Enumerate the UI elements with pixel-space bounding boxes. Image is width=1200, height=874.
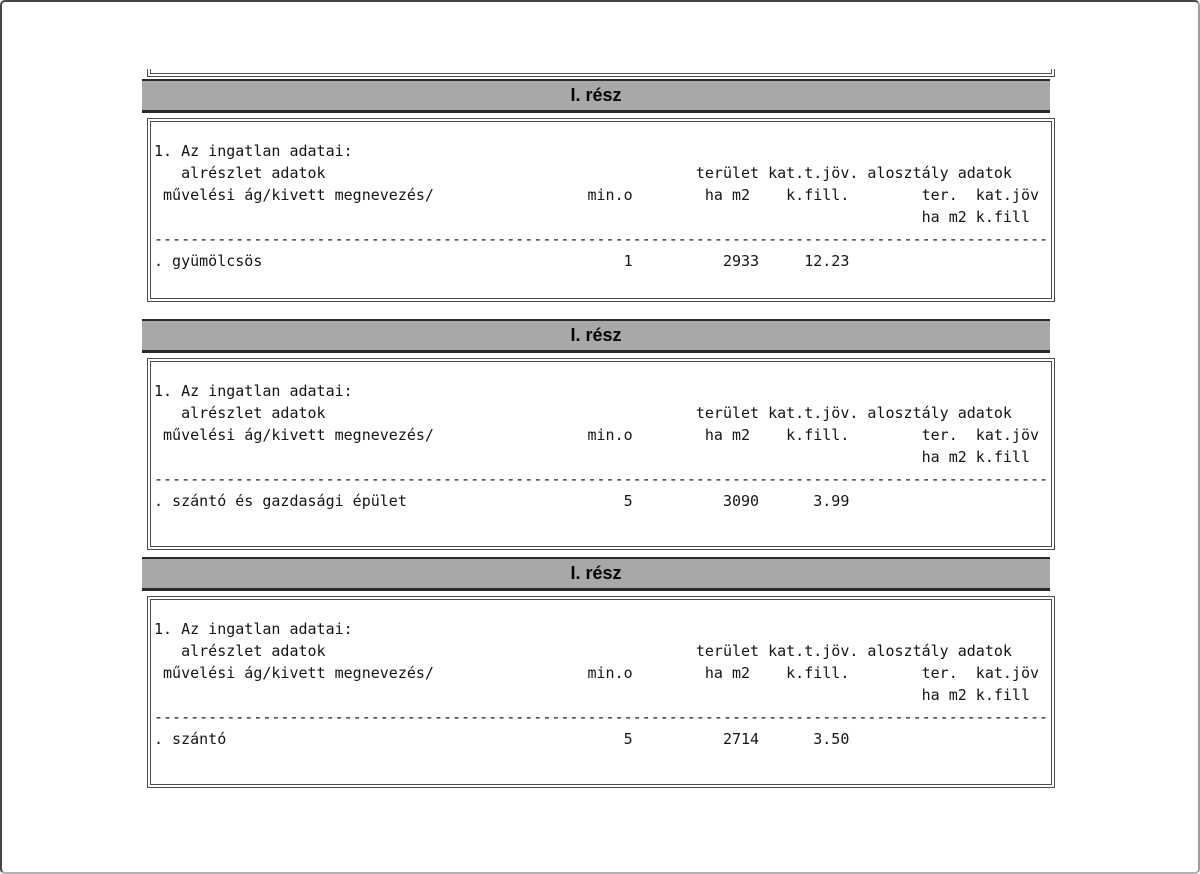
report-line-data: . szántó és gazdasági épület 5 3090 3.99 — [154, 492, 850, 510]
section-header-bar: I. rész — [142, 79, 1050, 113]
report-section-1: I. rész 1. Az ingatlan adatai: alrészlet… — [142, 79, 1055, 302]
report-line-divider: ----------------------------------------… — [154, 470, 1049, 488]
report-line-title: 1. Az ingatlan adatai: — [154, 382, 353, 400]
section-header-bar: I. rész — [142, 557, 1050, 591]
report-line-header2: művelési ág/kivett megnevezés/ min.o ha … — [154, 664, 1040, 682]
property-data-table: 1. Az ingatlan adatai: alrészlet adatok … — [154, 140, 1049, 272]
report-line-header2: művelési ág/kivett megnevezés/ min.o ha … — [154, 426, 1040, 444]
section-header-label: I. rész — [570, 325, 622, 345]
report-column: I. rész 1. Az ingatlan adatai: alrészlet… — [142, 69, 1055, 788]
section-header-label: I. rész — [570, 85, 622, 105]
report-line-header1: alrészlet adatok terület kat.t.jöv. alos… — [154, 404, 1012, 422]
report-line-title: 1. Az ingatlan adatai: — [154, 142, 353, 160]
report-line-data: . gyümölcsös 1 2933 12.23 — [154, 252, 850, 270]
report-line-title: 1. Az ingatlan adatai: — [154, 620, 353, 638]
report-line-header2: művelési ág/kivett megnevezés/ min.o ha … — [154, 186, 1040, 204]
report-section-3: I. rész 1. Az ingatlan adatai: alrészlet… — [142, 557, 1055, 788]
section-content-box: 1. Az ingatlan adatai: alrészlet adatok … — [147, 118, 1055, 302]
report-line-header3: ha m2 k.fill — [154, 208, 1030, 226]
report-line-divider: ----------------------------------------… — [154, 230, 1049, 248]
report-line-data: . szántó 5 2714 3.50 — [154, 730, 850, 748]
previous-box-bottom-edge — [147, 69, 1055, 77]
section-content-box: 1. Az ingatlan adatai: alrészlet adatok … — [147, 358, 1055, 550]
property-data-table: 1. Az ingatlan adatai: alrészlet adatok … — [154, 380, 1049, 512]
property-data-table: 1. Az ingatlan adatai: alrészlet adatok … — [154, 618, 1049, 750]
section-header-label: I. rész — [570, 563, 622, 583]
section-header-bar: I. rész — [142, 319, 1050, 353]
report-line-header3: ha m2 k.fill — [154, 448, 1030, 466]
report-line-header3: ha m2 k.fill — [154, 686, 1030, 704]
report-line-divider: ----------------------------------------… — [154, 708, 1049, 726]
report-section-2: I. rész 1. Az ingatlan adatai: alrészlet… — [142, 319, 1055, 550]
report-line-header1: alrészlet adatok terület kat.t.jöv. alos… — [154, 164, 1012, 182]
report-line-header1: alrészlet adatok terület kat.t.jöv. alos… — [154, 642, 1012, 660]
section-content-box: 1. Az ingatlan adatai: alrészlet adatok … — [147, 596, 1055, 788]
